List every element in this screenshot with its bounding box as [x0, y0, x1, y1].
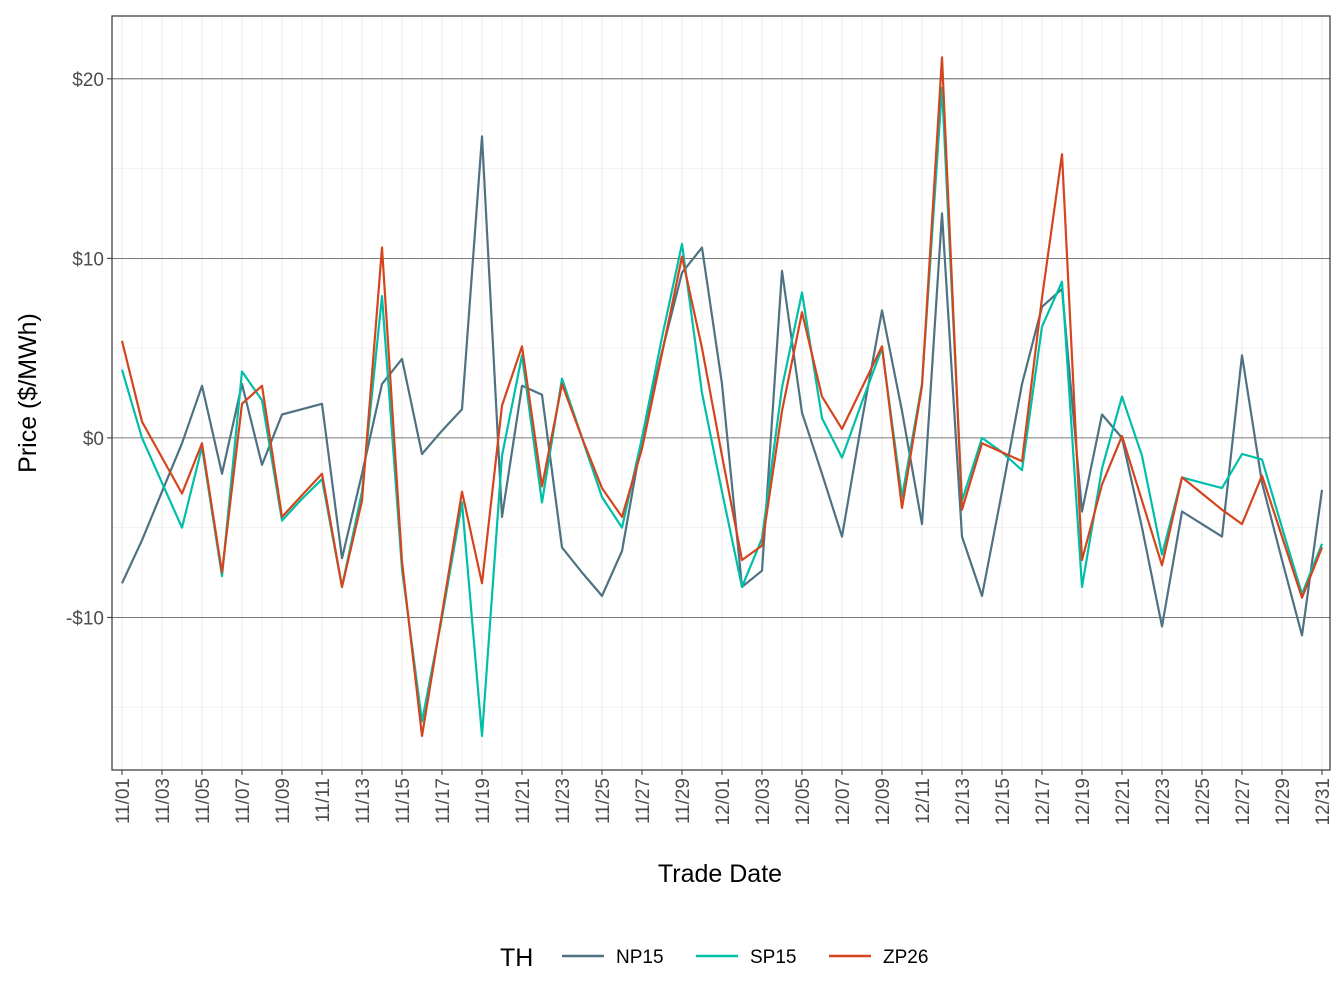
y-tick-label: -$10	[66, 608, 104, 629]
x-tick-label: 12/03	[753, 778, 774, 826]
series-lines	[120, 56, 1324, 738]
x-axis-title: Trade Date	[658, 860, 782, 888]
x-tick-label: 12/07	[833, 778, 854, 826]
x-tick-label: 11/29	[673, 778, 694, 824]
x-tick-label: 12/21	[1113, 778, 1134, 826]
x-tick-label: 12/13	[953, 778, 974, 826]
legend-label-np15: NP15	[616, 947, 664, 968]
x-tick-label: 11/19	[473, 778, 494, 824]
y-axis-title: Price ($/MWh)	[14, 313, 42, 473]
x-tick-label: 11/13	[353, 778, 374, 824]
x-tick-label: 12/17	[1033, 778, 1054, 826]
x-tick-label: 11/07	[233, 778, 254, 824]
x-tick-label: 12/23	[1153, 778, 1174, 826]
x-axis-ticks: 11/01 11/03 11/05 11/07 11/09 11/11 11/13 11/15…	[113, 770, 1334, 826]
y-tick-label: $10	[72, 249, 104, 270]
legend-label-zp26: ZP26	[883, 947, 928, 968]
x-tick-label: 11/25	[593, 778, 614, 824]
major-gridlines	[112, 78, 1330, 618]
x-tick-label: 12/15	[993, 778, 1014, 826]
x-tick-label: 12/09	[873, 778, 894, 826]
x-tick-label: 11/09	[273, 778, 294, 824]
x-tick-label: 11/15	[393, 778, 414, 824]
x-tick-label: 12/27	[1233, 778, 1254, 826]
x-tick-label: 11/17	[433, 778, 454, 824]
x-tick-label: 12/11	[913, 778, 934, 824]
legend: TH NP15 SP15 ZP26	[500, 944, 928, 972]
y-axis-ticks: $20 $10 $0 -$10	[66, 70, 112, 629]
x-tick-label: 11/01	[113, 778, 134, 824]
x-tick-label: 12/29	[1273, 778, 1294, 826]
x-tick-label: 11/03	[153, 778, 174, 824]
x-tick-label: 12/31	[1313, 778, 1334, 826]
minor-gridlines	[112, 16, 1330, 770]
x-tick-label: 12/25	[1193, 778, 1214, 826]
x-tick-label: 11/05	[193, 778, 214, 824]
x-tick-label: 12/19	[1073, 778, 1094, 826]
x-tick-label: 12/01	[713, 778, 734, 826]
series-line-zp26	[120, 56, 1324, 738]
plot-panel-border	[111, 15, 1331, 771]
x-tick-label: 11/23	[553, 778, 574, 824]
y-tick-label: $0	[83, 429, 104, 450]
x-tick-label: 11/21	[513, 778, 534, 824]
x-tick-label: 11/27	[633, 778, 654, 824]
x-tick-label: 11/11	[313, 778, 334, 823]
legend-title: TH	[500, 944, 533, 972]
y-tick-label: $20	[72, 70, 104, 91]
legend-label-sp15: SP15	[750, 947, 796, 968]
x-tick-label: 12/05	[793, 778, 814, 826]
